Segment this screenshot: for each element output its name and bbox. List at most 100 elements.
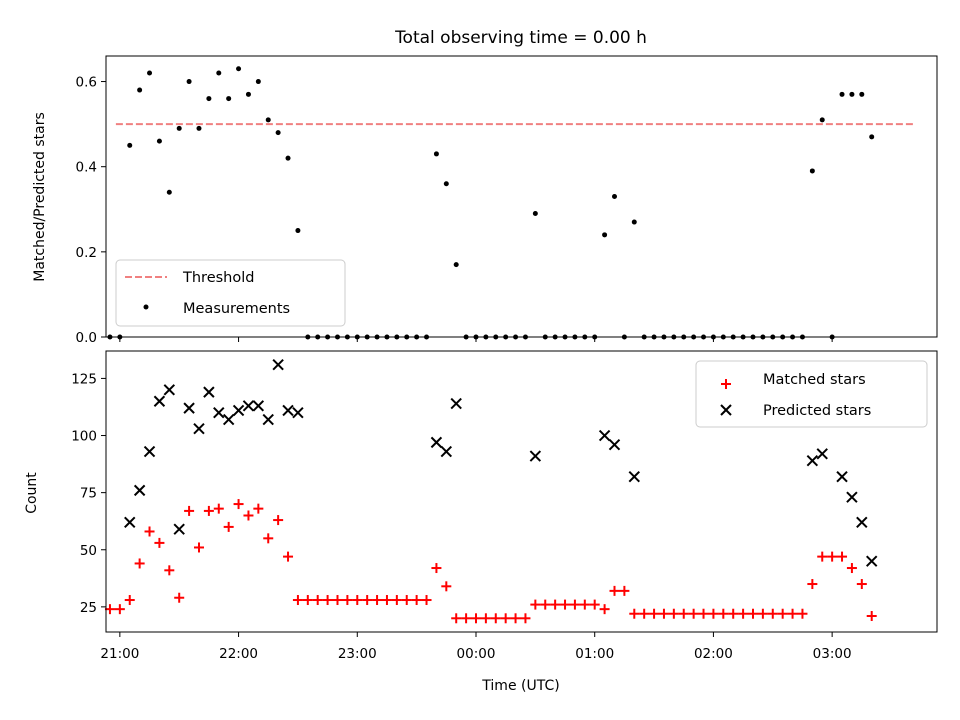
measurement-point	[166, 189, 172, 195]
count-y-tick-label: 25	[80, 600, 97, 616]
matched-stars-point	[401, 595, 412, 606]
matched-stars-point	[807, 579, 818, 590]
matched-stars-point	[292, 595, 303, 606]
matched-stars-point	[688, 608, 699, 619]
x-tick-label: 03:00	[813, 646, 852, 662]
matched-stars-point	[213, 503, 224, 514]
ratio-y-tick-label: 0.6	[76, 75, 97, 91]
count-plot-area	[104, 359, 878, 624]
matched-stars-point	[520, 613, 531, 624]
matched-stars-point	[470, 613, 481, 624]
measurement-point	[196, 125, 202, 131]
matched-stars-point	[372, 595, 383, 606]
predicted-stars-point	[292, 406, 304, 419]
matched-stars-point	[134, 558, 145, 569]
predicted-stars-point	[866, 555, 878, 567]
matched-stars-point	[283, 551, 294, 562]
matched-stars-point	[114, 604, 125, 615]
matched-legend-label: Matched stars	[763, 372, 866, 388]
count-y-tick-label: 125	[71, 371, 97, 387]
ratio-legend-box	[115, 259, 346, 327]
matched-stars-point	[846, 563, 857, 574]
ratio-axes-frame	[105, 55, 938, 338]
matched-stars-point	[124, 595, 135, 606]
matched-stars-point	[738, 608, 749, 619]
matched-stars-point	[302, 595, 313, 606]
predicted-stars-point	[133, 484, 146, 497]
matched-stars-point	[332, 595, 343, 606]
measurement-point	[127, 142, 133, 148]
predicted-stars-point	[450, 397, 462, 410]
ratio-x-ticks	[119, 337, 833, 342]
matched-stars-point	[649, 608, 660, 619]
predicted-stars-point	[203, 386, 215, 398]
matched-stars-point	[253, 503, 264, 514]
matched-stars-point	[243, 510, 254, 521]
matched-stars-point	[747, 608, 758, 619]
ratio-y-tick-label: 0.4	[76, 160, 97, 176]
count-legend: Matched stars Predicted stars	[695, 360, 928, 428]
matched-stars-point	[678, 608, 689, 619]
measurement-point	[255, 79, 261, 85]
matched-stars-point	[381, 595, 392, 606]
measurement-point	[265, 117, 271, 123]
predicted-stars-point	[193, 422, 205, 435]
predicted-stars-point	[252, 400, 265, 412]
predicted-stars-point	[222, 413, 235, 426]
matched-stars-point	[540, 599, 551, 610]
matched-stars-point	[579, 599, 590, 610]
matched-stars-point	[530, 599, 541, 610]
matched-stars-point	[451, 613, 462, 624]
predicted-stars-point	[242, 400, 255, 412]
predicted-legend-label: Predicted stars	[763, 403, 871, 419]
x-tick-label: 00:00	[457, 646, 496, 662]
matched-stars-point	[322, 595, 333, 606]
matched-stars-point	[550, 599, 561, 610]
predicted-stars-point	[430, 436, 443, 449]
x-axis-label: Time (UTC)	[481, 678, 559, 694]
matched-stars-point	[767, 608, 778, 619]
measurement-point	[285, 155, 291, 161]
matched-stars-point	[500, 613, 511, 624]
predicted-stars-point	[529, 450, 542, 462]
matched-stars-point	[757, 608, 768, 619]
count-y-tick-label: 50	[80, 543, 97, 559]
measurement-point	[611, 194, 617, 199]
ratio-y-tick-label: 0.0	[76, 330, 97, 346]
matched-stars-point	[184, 505, 195, 516]
measurement-point	[859, 91, 865, 97]
matched-stars-point	[144, 526, 155, 537]
measurement-point	[275, 130, 281, 136]
matched-stars-point	[658, 608, 669, 619]
measurement-point	[849, 91, 855, 97]
matched-stars-point	[728, 608, 739, 619]
matched-legend-swatch	[721, 379, 731, 389]
predicted-stars-point	[816, 448, 828, 460]
matched-stars-point	[461, 613, 472, 624]
matched-stars-point	[352, 595, 363, 606]
matched-stars-point	[362, 595, 373, 606]
matched-stars-point	[797, 608, 808, 619]
predicted-stars-point	[262, 413, 274, 426]
matched-stars-point	[589, 599, 600, 610]
predicted-stars-point	[153, 395, 166, 407]
matched-stars-point	[391, 595, 402, 606]
matched-stars-point	[827, 551, 838, 562]
matched-stars-point	[441, 581, 452, 592]
measurement-point	[216, 70, 222, 76]
ratio-y-axis-label: Matched/Predicted stars	[32, 112, 48, 282]
x-tick-label: 01:00	[575, 646, 614, 662]
predicted-stars-point	[608, 438, 621, 451]
predicted-stars-point	[282, 404, 294, 417]
measurement-point	[809, 168, 815, 174]
matched-stars-point	[480, 613, 491, 624]
matched-stars-point	[569, 599, 580, 610]
predicted-stars-point	[124, 516, 136, 529]
count-x-ticks: 21:00 22:00 23:00 00:00 01:00 02:00 03:00	[100, 632, 852, 662]
count-axes-frame	[105, 350, 938, 633]
matched-stars-point	[421, 595, 432, 606]
matched-stars-point	[629, 608, 640, 619]
measurement-point	[206, 96, 212, 102]
measurement-point	[176, 125, 182, 131]
predicted-legend-swatch	[720, 404, 732, 416]
